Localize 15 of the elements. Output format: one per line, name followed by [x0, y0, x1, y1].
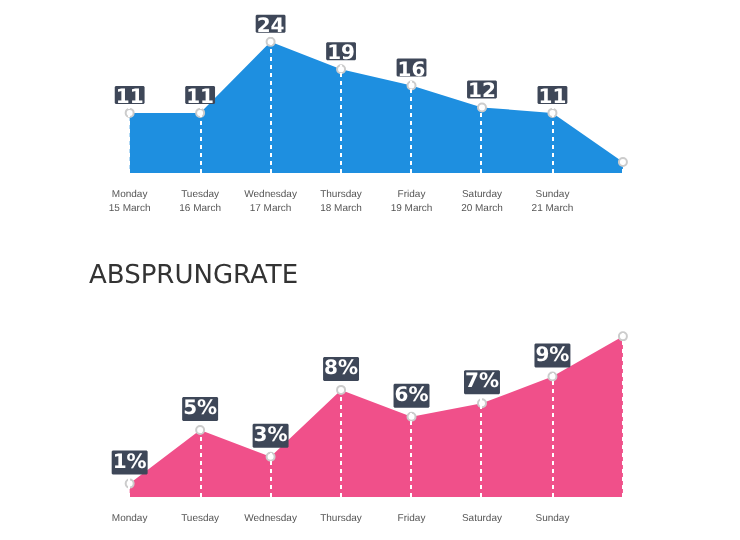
data-label: 5% [183, 398, 218, 421]
chart-title: ABSPRUNGRATE [89, 261, 299, 291]
data-label: 11 [115, 86, 144, 109]
data-label: 19 [327, 43, 356, 66]
data-label: 11 [538, 86, 567, 109]
data-label: 16 [397, 59, 426, 82]
data-label: 11 [186, 86, 215, 109]
data-label: 12 [468, 81, 496, 104]
data-label: 24 [256, 15, 285, 38]
data-label: 7% [465, 371, 499, 394]
data-label: 8% [324, 357, 359, 380]
data-label: 1% [112, 451, 147, 474]
data-label: 3% [253, 424, 288, 447]
data-label: 9% [535, 344, 570, 367]
data-label: 6% [394, 384, 429, 407]
